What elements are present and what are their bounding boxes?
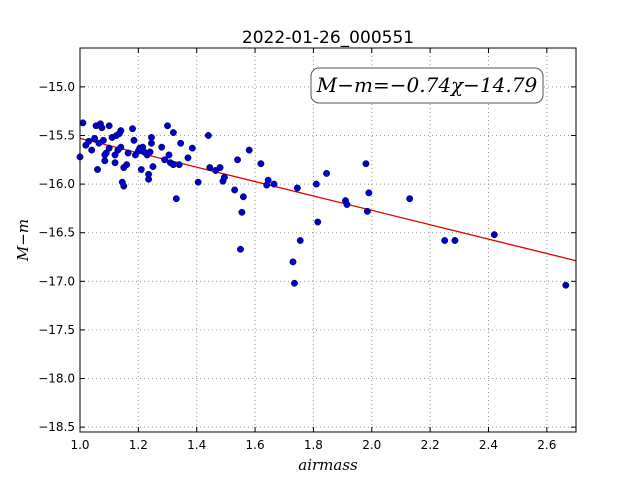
data-point xyxy=(237,245,244,253)
data-point xyxy=(490,231,498,239)
data-point xyxy=(206,164,214,172)
data-point xyxy=(94,166,101,173)
fit-line-group xyxy=(79,137,577,262)
y-axis-label: M−m xyxy=(14,219,32,262)
plot-frame xyxy=(79,47,577,433)
data-point xyxy=(91,134,99,142)
data-point xyxy=(238,208,246,216)
data-point xyxy=(130,136,138,144)
data-point xyxy=(165,151,173,159)
data-point xyxy=(117,143,125,151)
data-point xyxy=(161,156,169,164)
data-point xyxy=(169,161,177,169)
x-tick-label: 1.6 xyxy=(246,438,265,452)
data-point xyxy=(169,129,177,137)
y-tick-label: −15.5 xyxy=(38,128,75,142)
data-point xyxy=(177,139,185,147)
x-tick-label: 1.4 xyxy=(187,438,206,452)
data-point xyxy=(88,146,96,154)
data-point xyxy=(99,136,107,144)
data-point xyxy=(101,157,109,165)
data-point xyxy=(123,161,131,169)
data-point xyxy=(270,180,278,188)
grid-lines xyxy=(79,48,576,432)
data-point xyxy=(562,281,570,289)
data-point xyxy=(164,122,171,130)
y-tick-label: −16.0 xyxy=(38,177,75,191)
x-tick-label: 2.2 xyxy=(421,438,440,452)
data-point xyxy=(137,166,145,173)
data-point xyxy=(293,184,301,192)
x-tick-label: 1.8 xyxy=(304,438,323,452)
data-point xyxy=(175,161,183,169)
data-point xyxy=(117,127,125,135)
data-point xyxy=(146,148,154,156)
data-point xyxy=(245,146,253,154)
annotation-box: M−m=−0.74χ−14.79 xyxy=(310,67,544,104)
x-tick-label: 2.4 xyxy=(479,438,498,452)
y-tick-label: −18.0 xyxy=(38,372,75,386)
data-point xyxy=(172,195,180,203)
data-point xyxy=(289,258,297,266)
y-tick-label: −17.0 xyxy=(38,274,75,288)
data-point xyxy=(204,132,212,139)
data-point xyxy=(79,119,87,127)
data-point xyxy=(216,164,224,172)
x-tick-label: 2.0 xyxy=(362,438,381,452)
data-point xyxy=(149,163,157,171)
y-tick-label: −17.5 xyxy=(38,323,75,337)
fit-equation: M−m=−0.74χ−14.79 xyxy=(316,73,538,97)
axis-ticks: 1.0 1.2 1.4 1.6 1.8 2.0 2.2 2.4 2.6 −15.0 −15.5 −16… xyxy=(38,48,576,452)
data-point xyxy=(231,186,239,194)
data-point xyxy=(148,133,155,141)
data-point xyxy=(365,189,373,197)
data-point xyxy=(105,144,113,152)
data-point xyxy=(406,195,414,203)
data-point xyxy=(257,160,265,168)
data-point xyxy=(314,218,322,226)
x-tick-label: 1.2 xyxy=(129,438,148,452)
data-points xyxy=(76,119,570,289)
data-point xyxy=(451,237,459,244)
data-point xyxy=(194,178,202,186)
data-point xyxy=(323,169,330,177)
x-tick-label: 2.6 xyxy=(537,438,556,452)
data-point xyxy=(234,156,242,164)
data-point xyxy=(264,176,272,184)
data-point xyxy=(145,175,153,183)
data-point xyxy=(441,237,449,244)
data-point xyxy=(111,159,119,167)
x-tick-label: 1.0 xyxy=(70,438,89,452)
data-point xyxy=(129,125,136,133)
y-tick-label: −16.5 xyxy=(38,226,75,240)
data-point xyxy=(296,237,304,244)
y-tick-label: −18.5 xyxy=(38,420,75,434)
data-point xyxy=(158,143,166,151)
data-point xyxy=(220,173,228,181)
data-point xyxy=(85,137,93,145)
data-point xyxy=(188,144,196,152)
data-point xyxy=(290,279,298,287)
fit-line xyxy=(79,137,577,262)
x-axis-label: airmass xyxy=(298,456,358,474)
data-point xyxy=(98,124,106,132)
data-point xyxy=(184,154,192,162)
chart-title: 2022-01-26_000551 xyxy=(242,28,414,48)
data-point xyxy=(343,201,351,208)
data-point xyxy=(124,149,132,157)
data-point xyxy=(120,182,128,190)
data-point xyxy=(105,122,113,130)
data-point xyxy=(148,139,155,147)
data-point xyxy=(363,207,371,215)
data-point xyxy=(362,160,370,168)
data-point xyxy=(239,193,247,201)
y-tick-label: −15.0 xyxy=(38,80,75,94)
data-point xyxy=(312,180,320,188)
